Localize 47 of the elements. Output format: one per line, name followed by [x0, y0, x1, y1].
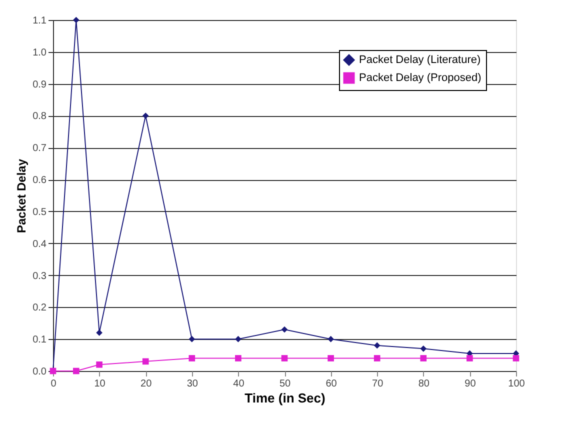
y-tick-label: 0.3	[32, 270, 47, 282]
point	[420, 346, 427, 352]
point	[96, 361, 102, 368]
point	[281, 355, 288, 362]
point	[328, 336, 334, 342]
point	[281, 326, 288, 333]
legend-label: Packet Delay (Literature)	[359, 54, 481, 66]
legend-label: Packet Delay (Proposed)	[359, 72, 482, 84]
point	[512, 355, 520, 362]
x-tick-label: 30	[186, 378, 198, 390]
x-tick-label: 80	[418, 378, 430, 390]
y-tick-label: 1.1	[32, 16, 47, 26]
y-tick-label: 1.0	[32, 47, 47, 58]
point	[72, 16, 80, 24]
y-tick-label: 0.1	[32, 334, 47, 346]
x-axis-title: Time (in Sec)	[244, 390, 326, 406]
y-tick-label: 0.4	[32, 238, 47, 250]
y-tick-label: 0.2	[32, 302, 47, 314]
point	[235, 355, 242, 362]
point	[188, 336, 196, 342]
y-tick-label: 0.5	[32, 206, 47, 218]
y-tick-label: 0.0	[32, 366, 47, 378]
point	[328, 355, 334, 362]
x-tick-label: 20	[140, 378, 152, 390]
y-tick-label: 0.8	[32, 111, 47, 122]
point	[188, 355, 196, 362]
y-tick-label: 0.9	[32, 79, 47, 90]
point	[420, 355, 427, 362]
y-tick-label: 0.6	[32, 175, 47, 186]
point	[235, 336, 242, 342]
x-tick-label: 100	[508, 378, 526, 390]
x-tick-label: 90	[464, 378, 476, 390]
y-axis-title: Packet Delay	[14, 158, 29, 234]
x-tick-label: 40	[233, 378, 245, 390]
point	[96, 330, 102, 336]
x-tick-label: 50	[279, 378, 291, 390]
x-tick-label: 10	[94, 378, 106, 390]
x-tick-label: 70	[372, 378, 384, 390]
point	[374, 355, 380, 362]
x-tick-label: 0	[50, 378, 57, 390]
point	[142, 358, 149, 365]
point	[72, 368, 80, 374]
point	[142, 112, 149, 119]
point	[466, 355, 473, 362]
y-tick-label: 0.7	[32, 143, 47, 154]
x-tick-label: 60	[326, 378, 338, 390]
point	[374, 342, 380, 349]
